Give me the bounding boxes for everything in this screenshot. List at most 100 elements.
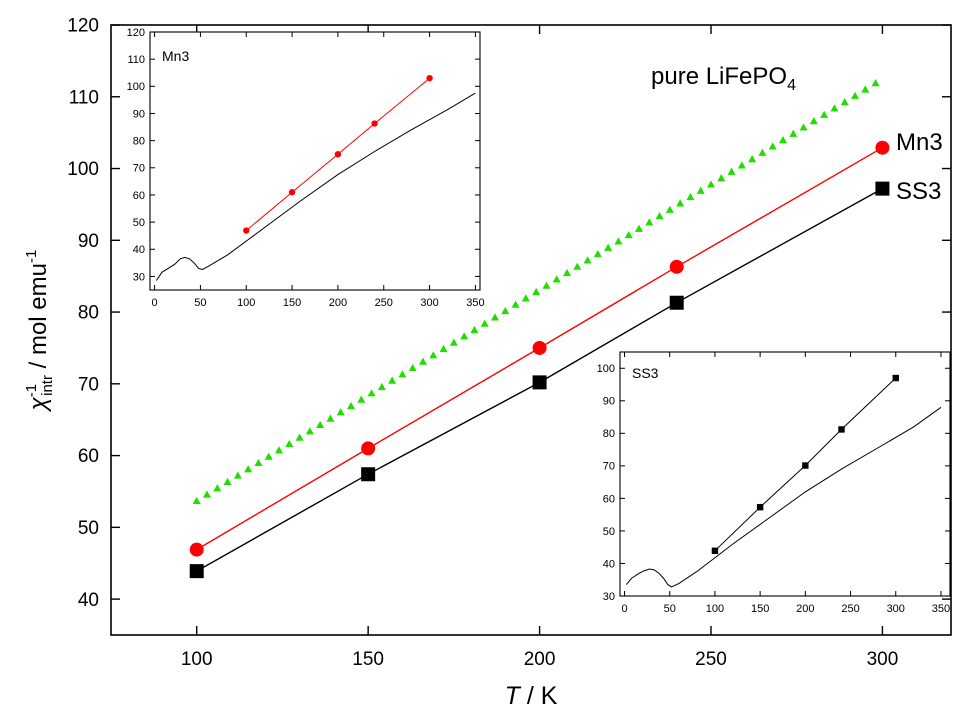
point-mn3 [875,140,890,155]
y-tick-label: 50 [78,518,99,539]
y-tick-label: 100 [67,159,99,180]
y-tick-label: 100 [127,81,145,93]
point-pure-lifepo4 [264,452,273,460]
point-pure-lifepo4 [408,363,417,372]
inset-ss3-frame [619,351,951,597]
inset-ss3-title: SS3 [632,365,659,381]
y-tick-label: 30 [133,271,145,283]
y-tick-label: 30 [603,591,615,603]
point-pure-lifepo4 [254,458,263,467]
y-tick-label: 80 [603,428,615,440]
x-tick-label: 350 [466,297,484,309]
x-tick-label: 0 [621,603,627,615]
point-pure-lifepo4 [192,496,201,504]
y-tick-label: 60 [78,446,99,467]
point-ss3 [711,547,719,554]
point-pure-lifepo4 [419,357,427,365]
x-tick-label: 100 [181,649,213,670]
point-pure-lifepo4 [799,123,808,131]
x-tick-label: 150 [352,649,384,670]
point-pure-lifepo4 [645,218,654,226]
series-label-ss3: SS3 [896,178,941,205]
x-tick-label: 250 [695,649,727,670]
point-pure-lifepo4 [789,129,798,137]
point-ss3 [361,467,376,482]
point-mn3 [334,151,342,158]
y-tick-label: 120 [127,27,145,39]
point-pure-lifepo4 [871,79,880,87]
point-pure-lifepo4 [727,167,736,175]
point-ss3 [875,181,890,196]
point-ss3 [838,426,845,433]
point-ss3 [669,295,684,310]
point-pure-lifepo4 [758,148,767,156]
point-pure-lifepo4 [460,332,469,340]
point-mn3 [532,340,547,355]
point-mn3 [371,120,378,127]
point-pure-lifepo4 [398,370,407,378]
x-tick-label: 250 [841,603,859,615]
point-pure-lifepo4 [233,471,242,479]
point-ss3 [189,564,204,579]
point-pure-lifepo4 [665,205,674,213]
point-pure-lifepo4 [305,427,314,435]
x-tick-label: 50 [194,297,206,309]
y-tick-label: 80 [78,303,99,324]
point-mn3 [669,259,684,274]
point-pure-lifepo4 [707,180,715,188]
point-pure-lifepo4 [840,98,849,106]
series-label-mn3: Mn3 [896,129,943,156]
x-tick-label: 50 [664,603,676,615]
point-pure-lifepo4 [511,300,520,308]
point-mn3 [288,189,296,196]
y-tick-label: 40 [78,590,99,611]
point-pure-lifepo4 [470,325,479,334]
point-pure-lifepo4 [532,287,541,296]
point-pure-lifepo4 [686,192,695,201]
x-tick-label: 300 [420,297,438,309]
point-ss3 [756,503,764,511]
point-mn3 [361,441,376,456]
point-ss3 [532,375,547,390]
point-pure-lifepo4 [285,439,294,448]
series-label-pure-lifepo4: pure LiFePO4 [651,63,796,94]
y-tick-label: 40 [603,558,615,570]
point-pure-lifepo4 [563,268,571,277]
point-pure-lifepo4 [429,351,438,359]
point-pure-lifepo4 [326,414,335,422]
y-tick-label: 50 [603,526,615,538]
x-tick-label: 200 [329,297,347,309]
point-pure-lifepo4 [614,237,623,245]
point-pure-lifepo4 [820,110,829,118]
point-pure-lifepo4 [768,142,777,150]
x-tick-label: 350 [932,603,950,615]
point-pure-lifepo4 [491,313,499,321]
point-pure-lifepo4 [593,249,602,258]
x-tick-label: 250 [375,297,393,309]
point-pure-lifepo4 [573,262,582,270]
y-tick-label: 60 [133,190,145,202]
point-pure-lifepo4 [357,395,366,403]
point-pure-lifepo4 [809,117,818,125]
x-tick-label: 0 [152,297,158,309]
point-pure-lifepo4 [717,173,726,182]
x-tick-label: 100 [237,297,255,309]
point-pure-lifepo4 [388,376,397,384]
inset-mn3-frame [149,31,481,291]
point-pure-lifepo4 [861,85,870,93]
point-pure-lifepo4 [737,161,746,169]
y-tick-label: 50 [133,217,145,229]
series-line-pure [625,406,942,588]
x-tick-label: 150 [283,297,301,309]
point-pure-lifepo4 [851,91,859,99]
x-tick-label: 300 [867,649,899,670]
point-ss3 [892,374,899,382]
point-pure-lifepo4 [604,243,613,251]
y-tick-label: 110 [127,54,145,66]
point-pure-lifepo4 [748,154,757,163]
point-pure-lifepo4 [676,199,685,207]
point-pure-lifepo4 [367,389,376,397]
point-pure-lifepo4 [295,433,304,441]
point-pure-lifepo4 [244,465,253,473]
